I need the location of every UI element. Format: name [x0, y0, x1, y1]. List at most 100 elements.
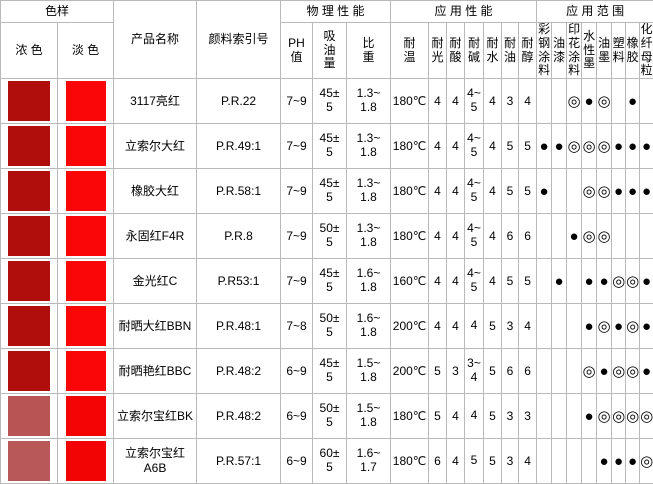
dark-color-swatch	[8, 171, 50, 211]
dark-color-cell	[1, 169, 58, 214]
heat-resistance-cell: 180℃	[391, 124, 429, 169]
col-header-product-name: 产品名称	[114, 1, 197, 79]
app-mark-cell	[552, 439, 567, 484]
water-resistance-cell: 5	[484, 349, 502, 394]
specific-gravity-cell: 1.5~ 1.8	[347, 394, 391, 439]
acid-resistance-cell: 4	[447, 79, 465, 124]
table-row: 3117亮红 P.R.22 7~9 45± 5 1.3~ 1.8 180℃ 4 …	[1, 79, 653, 124]
alcohol-resistance-cell: 6	[519, 214, 537, 259]
col-header-print-coating: 印 花 涂 料	[567, 23, 582, 79]
oil-resistance-cell: 5	[502, 259, 519, 304]
light-color-cell	[58, 349, 114, 394]
app-mark-cell	[537, 304, 552, 349]
oil-absorption-cell: 45± 5	[313, 169, 347, 214]
app-mark-cell: ●	[626, 439, 640, 484]
pigment-index-cell: P.R.57:1	[197, 439, 281, 484]
app-mark-cell: ●	[626, 124, 640, 169]
app-mark-cell	[537, 259, 552, 304]
app-mark-cell: ◎	[597, 214, 612, 259]
app-mark-cell	[552, 214, 567, 259]
app-mark-cell	[582, 439, 597, 484]
light-fastness-cell: 4	[429, 259, 447, 304]
col-header-ink: 油 墨	[597, 23, 612, 79]
water-resistance-cell: 4	[484, 79, 502, 124]
col-header-rubber: 橡 胶	[626, 23, 640, 79]
alcohol-resistance-cell: 4	[519, 79, 537, 124]
alkali-resistance-cell: 4~ 5	[465, 214, 484, 259]
heat-resistance-cell: 180℃	[391, 214, 429, 259]
app-mark-cell: ◎	[640, 439, 653, 484]
group-application-range: 应 用 范 围	[537, 1, 653, 23]
acid-resistance-cell: 4	[447, 259, 465, 304]
dark-color-cell	[1, 439, 58, 484]
app-mark-cell: ●	[640, 124, 653, 169]
oil-resistance-cell: 3	[502, 79, 519, 124]
light-fastness-cell: 4	[429, 169, 447, 214]
acid-resistance-cell: 4	[447, 439, 465, 484]
app-mark-cell: ●	[640, 259, 653, 304]
dark-color-swatch	[8, 441, 50, 481]
col-header-light-color: 淡 色	[58, 23, 114, 79]
app-mark-cell	[567, 349, 582, 394]
app-mark-cell	[612, 214, 626, 259]
light-fastness-cell: 4	[429, 79, 447, 124]
dark-color-cell	[1, 79, 58, 124]
product-name-cell: 橡胶大红	[114, 169, 197, 214]
ph-value-cell: 6~9	[281, 439, 313, 484]
app-mark-cell: ●	[552, 124, 567, 169]
heat-resistance-cell: 180℃	[391, 439, 429, 484]
oil-absorption-cell: 45± 5	[313, 259, 347, 304]
app-mark-cell: ◎	[567, 124, 582, 169]
alkali-resistance-cell: 4~ 5	[465, 169, 484, 214]
col-header-heat-resistance: 耐 温	[391, 23, 429, 79]
app-mark-cell	[567, 259, 582, 304]
app-mark-cell: ●	[567, 214, 582, 259]
app-mark-cell	[537, 79, 552, 124]
oil-resistance-cell: 5	[502, 169, 519, 214]
app-mark-cell: ●	[537, 124, 552, 169]
app-mark-cell: ◎	[612, 259, 626, 304]
alcohol-resistance-cell: 4	[519, 439, 537, 484]
water-resistance-cell: 4	[484, 169, 502, 214]
oil-absorption-cell: 45± 5	[313, 124, 347, 169]
product-name-cell: 耐晒大红BBN	[114, 304, 197, 349]
pigment-index-cell: P.R.8	[197, 214, 281, 259]
app-mark-cell	[567, 304, 582, 349]
light-color-swatch	[66, 351, 106, 391]
table-row: 立索尔宝红BK P.R.48:2 6~9 50± 5 1.5~ 1.8 180℃…	[1, 394, 653, 439]
alcohol-resistance-cell: 5	[519, 169, 537, 214]
pigment-index-cell: P.R53:1	[197, 259, 281, 304]
light-color-cell	[58, 124, 114, 169]
alcohol-resistance-cell: 5	[519, 259, 537, 304]
col-header-specific-gravity: 比 重	[347, 23, 391, 79]
app-mark-cell: ◎	[597, 169, 612, 214]
pigment-index-cell: P.R.22	[197, 79, 281, 124]
app-mark-cell: ●	[582, 394, 597, 439]
table-row: 立索尔大红 P.R.49:1 7~9 45± 5 1.3~ 1.8 180℃ 4…	[1, 124, 653, 169]
app-mark-cell: ◎	[597, 79, 612, 124]
oil-absorption-cell: 50± 5	[313, 214, 347, 259]
dark-color-swatch	[8, 81, 50, 121]
heat-resistance-cell: 160℃	[391, 259, 429, 304]
oil-resistance-cell: 3	[502, 439, 519, 484]
dark-color-swatch	[8, 216, 50, 256]
water-resistance-cell: 4	[484, 259, 502, 304]
light-color-swatch	[66, 396, 106, 436]
product-name-cell: 立索尔宝红BK	[114, 394, 197, 439]
app-mark-cell: ●	[597, 259, 612, 304]
pigment-index-cell: P.R.49:1	[197, 124, 281, 169]
water-resistance-cell: 4	[484, 124, 502, 169]
app-mark-cell: ◎	[626, 259, 640, 304]
light-color-cell	[58, 439, 114, 484]
app-mark-cell	[567, 439, 582, 484]
app-mark-cell	[567, 169, 582, 214]
alkali-resistance-cell: 4~ 5	[465, 79, 484, 124]
app-mark-cell: ●	[552, 259, 567, 304]
app-mark-cell: ●	[537, 169, 552, 214]
water-resistance-cell: 5	[484, 394, 502, 439]
specific-gravity-cell: 1.3~ 1.8	[347, 169, 391, 214]
app-mark-cell: ●	[597, 349, 612, 394]
oil-resistance-cell: 3	[502, 394, 519, 439]
app-mark-cell	[567, 394, 582, 439]
